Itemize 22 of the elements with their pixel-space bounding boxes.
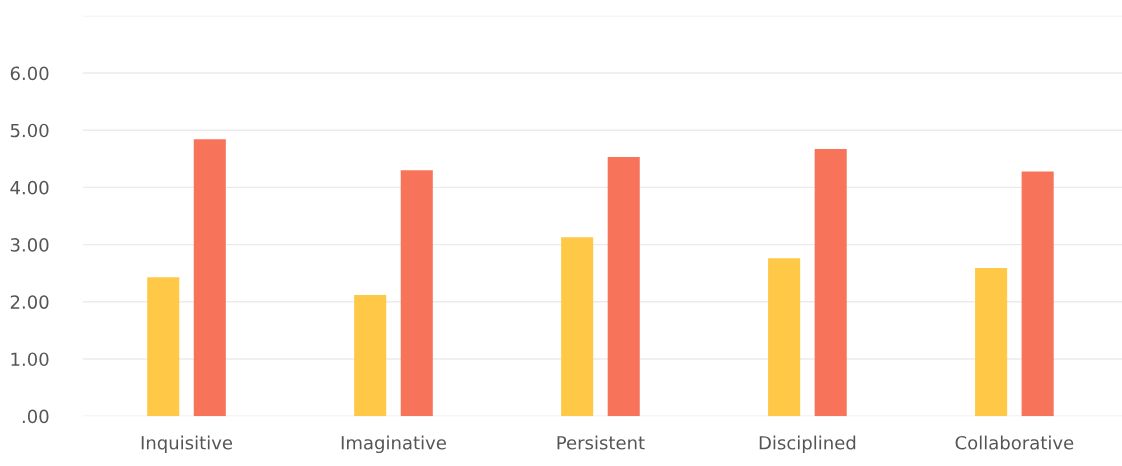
- bar: [561, 237, 594, 417]
- bar: [768, 258, 801, 417]
- y-tick-label: 3.00: [10, 238, 49, 252]
- bar: [193, 139, 226, 417]
- y-tick-label: 5.00: [10, 123, 49, 138]
- x-tick-label: Disciplined: [759, 435, 856, 454]
- bar: [814, 149, 847, 417]
- y-tick-label: 2.00: [10, 295, 49, 309]
- y-tick-label: 6.00: [10, 66, 49, 81]
- y-tick-label: 1.00: [11, 352, 49, 367]
- x-tick-label: Persistent: [557, 435, 645, 450]
- x-tick-label: Imaginative: [341, 435, 446, 454]
- x-tick-label: Inquisitive: [141, 435, 233, 454]
- bar: [147, 277, 180, 417]
- bar: [400, 170, 433, 417]
- bar: [607, 157, 640, 417]
- bar: [354, 294, 387, 417]
- bar: [1021, 171, 1054, 417]
- y-tick-label: 4.00: [10, 180, 49, 195]
- y-tick-label: .00: [22, 409, 49, 424]
- bar: [975, 268, 1008, 417]
- x-tick-label: Collaborative: [955, 435, 1074, 450]
